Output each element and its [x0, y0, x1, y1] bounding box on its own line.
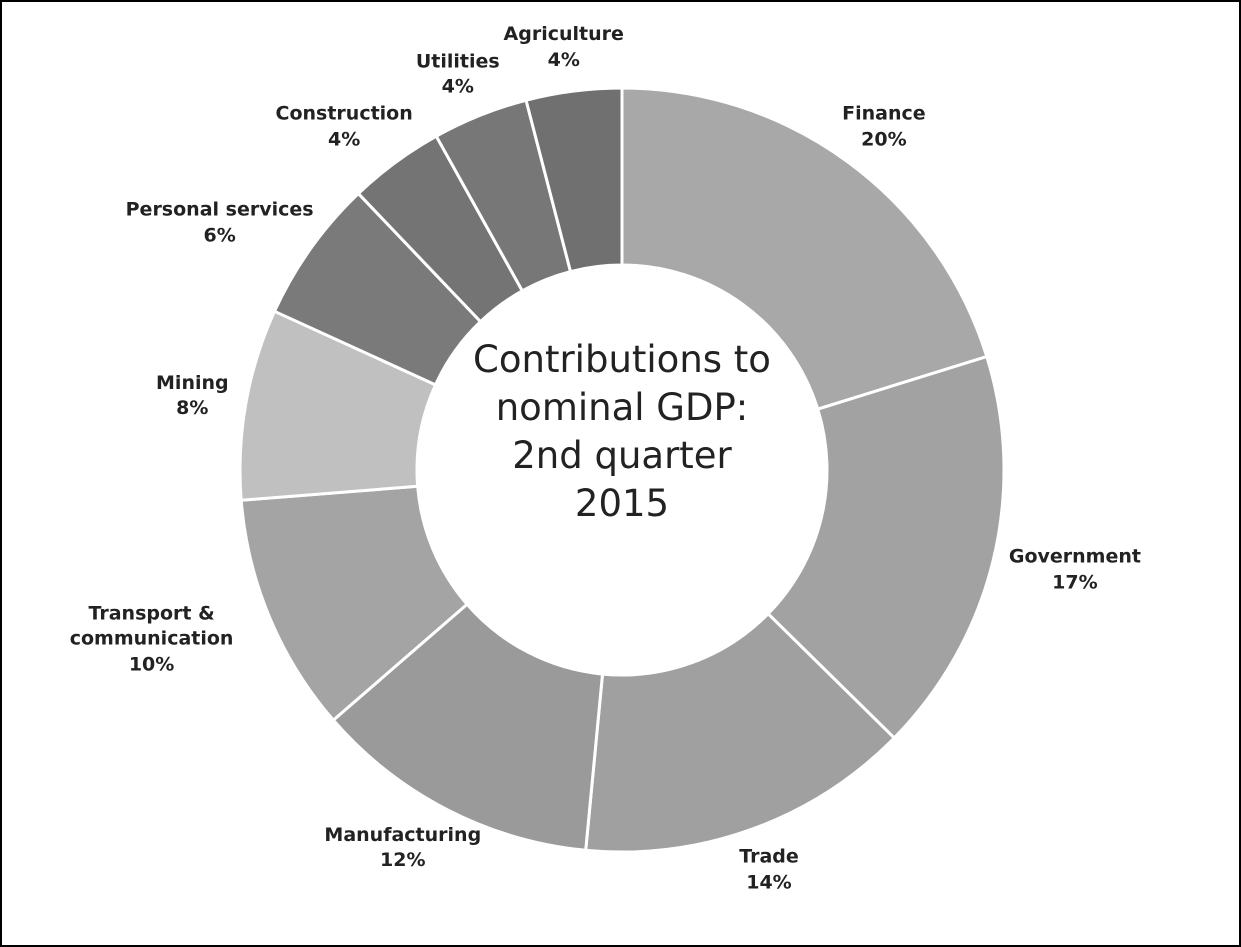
value-label: 6% — [203, 224, 236, 247]
slice-label: Mining 8% — [156, 370, 229, 421]
value-label: 17% — [1052, 571, 1098, 594]
slice-label: Construction 4% — [276, 102, 413, 153]
slice-label: Transport & communication 10% — [42, 601, 262, 678]
value-label: 12% — [380, 849, 426, 872]
value-label: 4% — [441, 75, 474, 98]
category-label: Personal services — [125, 198, 314, 221]
slice-label: Agriculture 4% — [504, 22, 624, 73]
category-label: Construction — [275, 102, 413, 125]
category-label: Transport & communication — [69, 601, 234, 650]
category-label: Utilities — [415, 50, 500, 73]
category-label: Mining — [156, 371, 229, 394]
value-label: 10% — [128, 653, 175, 676]
value-label: 4% — [547, 48, 580, 71]
value-label: 20% — [861, 128, 907, 151]
chart-title: Contributions to nominal GDP: 2nd quarte… — [473, 337, 771, 526]
category-label: Government — [1008, 545, 1141, 568]
slice-label: Government 17% — [1009, 545, 1141, 596]
slice — [584, 611, 897, 854]
value-label: 14% — [746, 870, 792, 893]
category-label: Agriculture — [503, 23, 624, 46]
category-label: Manufacturing — [324, 823, 482, 846]
slice-label: Manufacturing 12% — [324, 823, 481, 874]
slice-label: Trade 14% — [739, 844, 799, 895]
value-label: 4% — [327, 128, 361, 151]
slice-label: Finance 20% — [842, 102, 926, 153]
slice-label: Utilities 4% — [416, 49, 500, 100]
slice-label: Personal services 6% — [126, 197, 314, 248]
category-label: Trade — [739, 845, 799, 868]
slice — [524, 86, 624, 274]
slice — [765, 354, 1006, 741]
value-label: 8% — [176, 397, 209, 420]
category-label: Finance — [842, 102, 926, 125]
slice — [620, 86, 989, 412]
